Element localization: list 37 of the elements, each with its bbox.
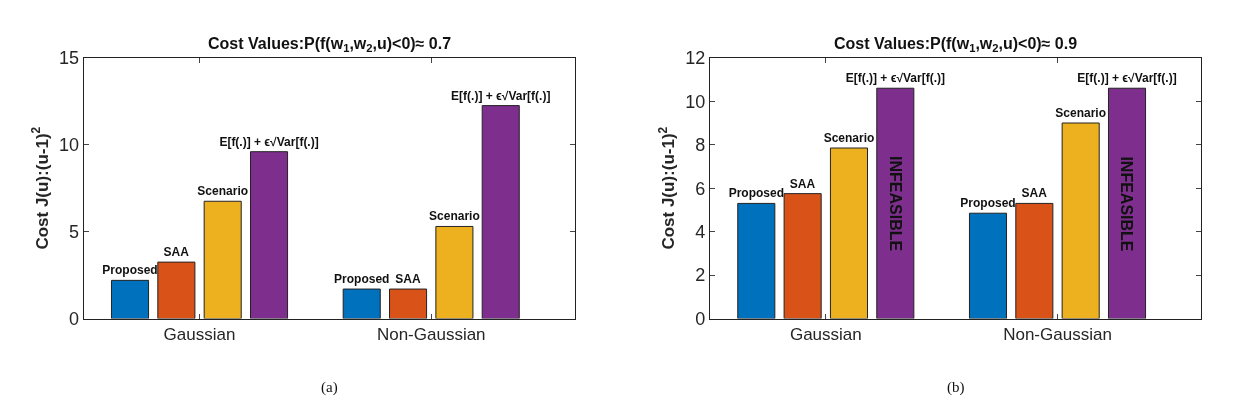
annotation: INFEASIBLE xyxy=(1118,156,1136,252)
series-label: E[f(.)] + ϵ√Var[f(.)] xyxy=(845,71,945,86)
text: E[f(.)] + ϵ√Var[f(.)] xyxy=(1077,71,1177,86)
text: (a) xyxy=(321,379,338,396)
x-tick-label: Gaussian xyxy=(163,325,236,345)
series-label: Scenario xyxy=(197,184,249,199)
series-label: Proposed xyxy=(102,263,158,278)
y-tick-label: 15 xyxy=(59,48,80,69)
chart-title: Cost Values:P(f(w$_{1}$,w$_{2}$,u)<0)≈ 0.9 xyxy=(834,35,1078,55)
chart-title: Cost Values:P(f(w$_{1}$,w$_{2}$,u)<0)≈ 0.7 xyxy=(208,35,452,55)
text: (b) xyxy=(947,379,965,396)
series-label: SAA xyxy=(163,245,190,260)
y-tick-label: 10 xyxy=(59,135,80,156)
x-tick-label: Non-Gaussian xyxy=(376,325,486,345)
y-tick-label: 4 xyxy=(695,221,706,242)
text: Proposed xyxy=(334,272,390,287)
text: Proposed xyxy=(960,196,1016,211)
y-tick-label: 2 xyxy=(695,265,706,286)
series-label: Proposed xyxy=(728,186,784,201)
x-tick-label: Non-Gaussian xyxy=(1003,325,1112,345)
y-tick-label: 5 xyxy=(69,221,80,242)
x-tick-label: Gaussian xyxy=(789,325,862,345)
text: SAA xyxy=(1021,186,1047,201)
text: SAA xyxy=(395,272,421,287)
y-tick-label: 10 xyxy=(685,91,706,112)
y-tick-label: 12 xyxy=(685,48,706,69)
y-tick-label: 6 xyxy=(695,178,706,199)
series-label: Scenario xyxy=(1055,106,1107,121)
series-label: E[f(.)] + ϵ√Var[f(.)] xyxy=(219,134,319,149)
series-label: SAA xyxy=(789,176,816,191)
text: E[f(.)] + ϵ√Var[f(.)] xyxy=(451,88,551,103)
y-tick-label: 8 xyxy=(695,135,706,156)
y-tick-label: 0 xyxy=(695,308,706,329)
y-tick-label: 0 xyxy=(69,308,80,329)
text: Scenario xyxy=(429,209,480,224)
annotation: INFEASIBLE xyxy=(886,156,904,252)
text: Scenario xyxy=(823,131,875,145)
